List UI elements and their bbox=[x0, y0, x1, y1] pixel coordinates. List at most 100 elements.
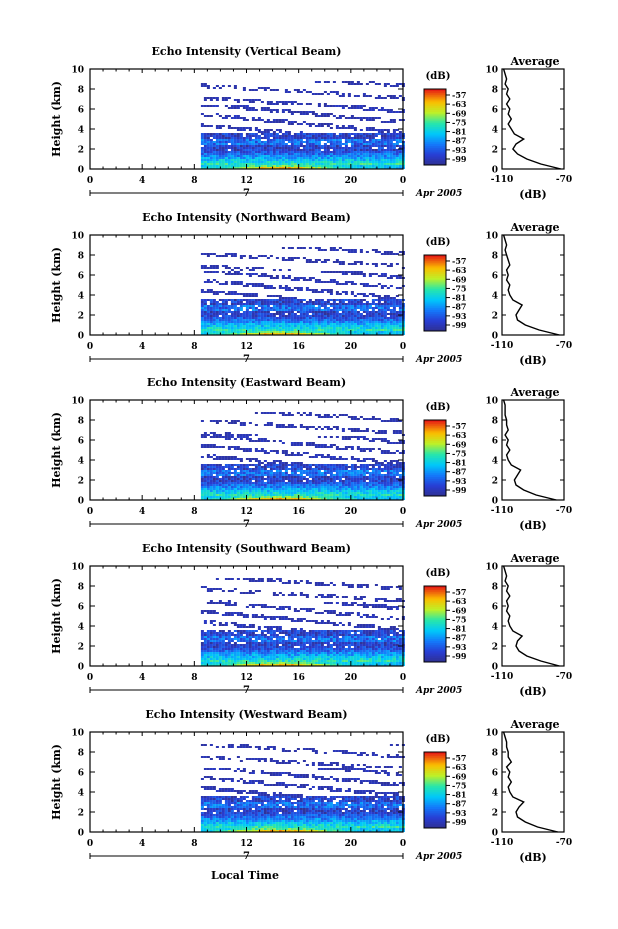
heatmap-cell bbox=[323, 145, 327, 147]
heatmap-cell bbox=[326, 494, 330, 496]
heatmap-cell bbox=[353, 299, 357, 301]
heatmap-cell bbox=[371, 323, 375, 325]
heatmap-cell bbox=[377, 295, 381, 297]
heatmap-cell bbox=[299, 305, 303, 307]
heatmap-cell bbox=[398, 331, 402, 333]
heatmap-cell bbox=[341, 317, 345, 319]
heatmap-cell bbox=[293, 464, 297, 466]
heatmap-cell bbox=[254, 301, 258, 303]
heatmap-cell bbox=[257, 317, 261, 319]
heatmap-cell bbox=[377, 145, 381, 147]
heatmap-cell bbox=[239, 331, 243, 333]
heatmap-cell bbox=[233, 143, 237, 145]
heatmap-cell bbox=[368, 333, 372, 335]
heatmap-cell bbox=[206, 137, 210, 139]
heatmap-cell bbox=[233, 135, 237, 137]
heatmap-cell bbox=[227, 456, 231, 458]
heatmap-cell bbox=[314, 155, 318, 157]
heatmap-cell bbox=[380, 151, 384, 153]
heatmap-cell bbox=[386, 470, 390, 472]
heatmap-cell bbox=[218, 319, 222, 321]
heatmap-cell bbox=[266, 101, 270, 103]
heatmap-cell bbox=[260, 331, 264, 333]
heatmap-cell bbox=[245, 127, 249, 129]
heatmap-cell bbox=[254, 157, 258, 159]
heatmap-cell bbox=[218, 480, 222, 482]
heatmap-cell bbox=[317, 115, 321, 117]
heatmap-cell bbox=[299, 103, 303, 105]
heatmap-cell bbox=[305, 313, 309, 315]
heatmap-cell bbox=[374, 331, 378, 333]
heatmap-cell bbox=[224, 281, 228, 283]
heatmap-cell bbox=[389, 151, 393, 153]
heatmap-cell bbox=[383, 141, 387, 143]
colorbar-unit: (dB) bbox=[426, 71, 451, 82]
heatmap-cell bbox=[236, 149, 240, 151]
heatmap-cell bbox=[200, 470, 204, 472]
heatmap-cell bbox=[380, 159, 384, 161]
heatmap-cell bbox=[260, 87, 264, 89]
heatmap-cell bbox=[362, 438, 366, 440]
heatmap-cell bbox=[371, 418, 375, 420]
heatmap-cell bbox=[344, 498, 348, 500]
heatmap-cell bbox=[224, 313, 228, 315]
heatmap-cell bbox=[284, 323, 288, 325]
heatmap-cell bbox=[266, 131, 270, 133]
colorbar-segment bbox=[424, 289, 446, 292]
heatmap-cell bbox=[374, 155, 378, 157]
heatmap-cell bbox=[284, 89, 288, 91]
heatmap-cell bbox=[326, 81, 330, 83]
heatmap-cell bbox=[296, 454, 300, 456]
heatmap-cell bbox=[215, 167, 219, 169]
heatmap-cell bbox=[275, 143, 279, 145]
heatmap-cell bbox=[266, 319, 270, 321]
heatmap-cell bbox=[272, 333, 276, 335]
heatmap-cell bbox=[251, 145, 255, 147]
heatmap-cell bbox=[326, 325, 330, 327]
heatmap-cell bbox=[368, 319, 372, 321]
heatmap-cell bbox=[200, 151, 204, 153]
heatmap-cell bbox=[272, 299, 276, 301]
heatmap-cell bbox=[296, 444, 300, 446]
heatmap-cell bbox=[200, 157, 204, 159]
heatmap-cell bbox=[263, 452, 267, 454]
heatmap-cell bbox=[320, 456, 324, 458]
heatmap-cell bbox=[341, 484, 345, 486]
heatmap-cell bbox=[221, 97, 225, 99]
heatmap-cell bbox=[326, 165, 330, 167]
heatmap-cell bbox=[272, 119, 276, 121]
heatmap-cell bbox=[242, 159, 246, 161]
heatmap-cell bbox=[299, 313, 303, 315]
heatmap-cell bbox=[377, 155, 381, 157]
heatmap-cell bbox=[242, 117, 246, 119]
heatmap-cell bbox=[335, 127, 339, 129]
heatmap-cell bbox=[263, 313, 267, 315]
colorbar-segment bbox=[424, 323, 446, 326]
heatmap-cell bbox=[272, 319, 276, 321]
heatmap-cell bbox=[350, 448, 354, 450]
heatmap-cell bbox=[356, 317, 360, 319]
heatmap-cell bbox=[380, 285, 384, 287]
heatmap-cell bbox=[395, 287, 399, 289]
heatmap-cell bbox=[380, 305, 384, 307]
heatmap-cell bbox=[341, 95, 345, 97]
heatmap-cell bbox=[365, 492, 369, 494]
heatmap-cell bbox=[302, 159, 306, 161]
heatmap-cell bbox=[341, 135, 345, 137]
heatmap-cell bbox=[200, 133, 204, 135]
heatmap-cell bbox=[227, 153, 231, 155]
heatmap-cell bbox=[383, 492, 387, 494]
heatmap-cell bbox=[305, 151, 309, 153]
heatmap-cell bbox=[218, 115, 222, 117]
heatmap-cell bbox=[314, 484, 318, 486]
heatmap-cell bbox=[269, 303, 273, 305]
heatmap-cell bbox=[206, 307, 210, 309]
heatmap-cell bbox=[203, 482, 207, 484]
heatmap-cell bbox=[356, 490, 360, 492]
heatmap-cell bbox=[302, 476, 306, 478]
heatmap-cell bbox=[299, 145, 303, 147]
heatmap-cell bbox=[227, 480, 231, 482]
heatmap-cell bbox=[275, 295, 279, 297]
heatmap-cell bbox=[338, 167, 342, 169]
heatmap-cell bbox=[242, 321, 246, 323]
